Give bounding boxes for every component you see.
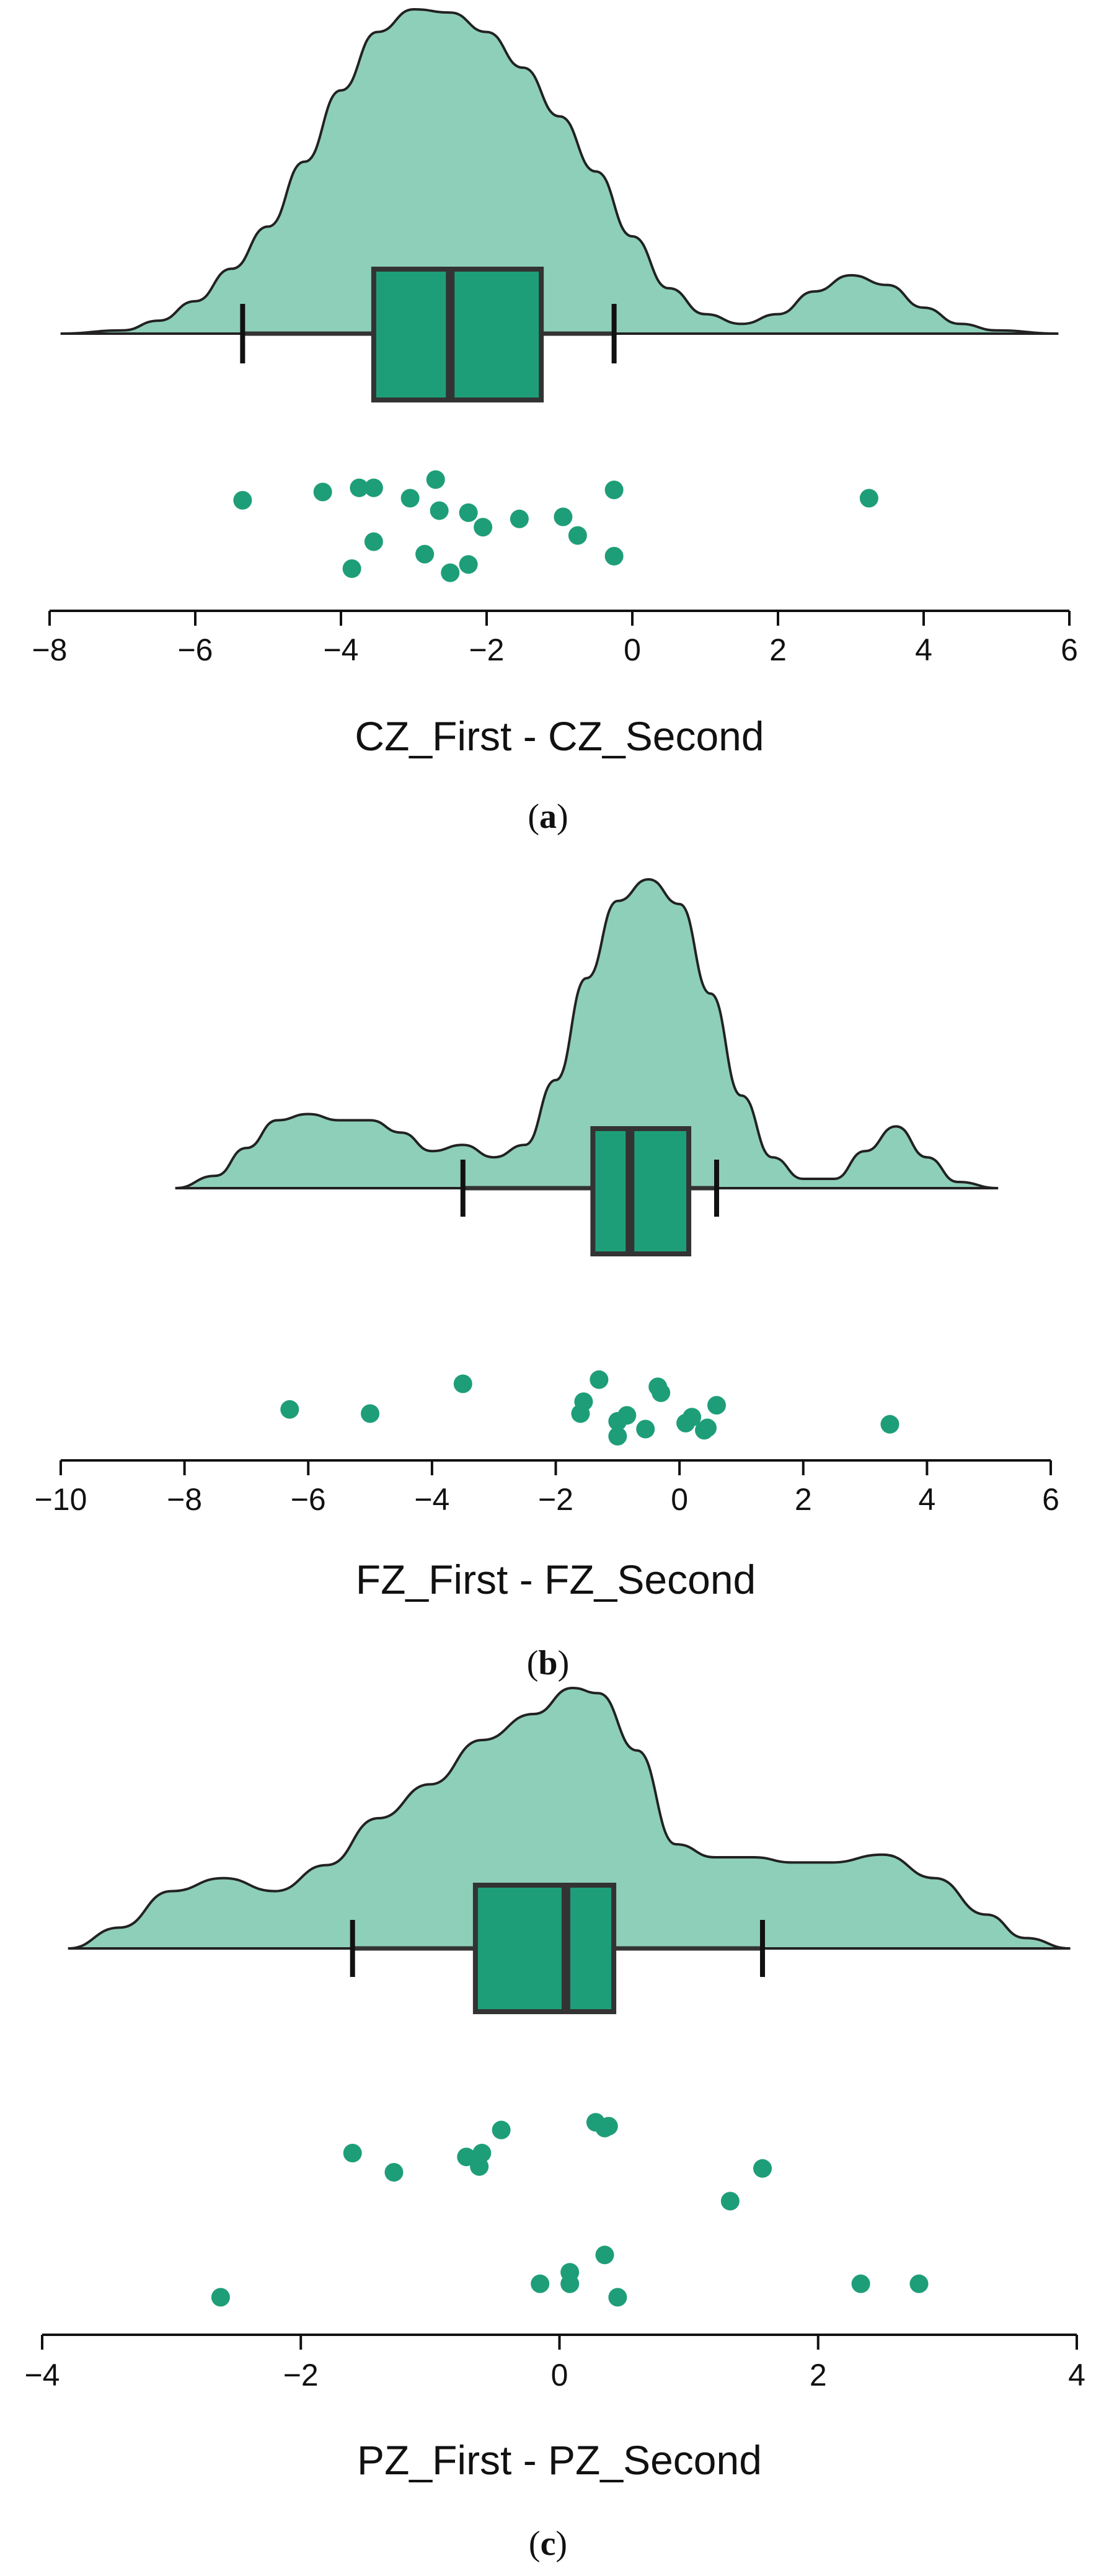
x-tick-label: 2 [795, 1482, 812, 1517]
data-point [492, 2120, 511, 2139]
x-tick-label: −2 [538, 1482, 573, 1517]
x-tick-label: −10 [35, 1482, 87, 1517]
data-point [571, 1404, 590, 1423]
data-point [364, 532, 383, 551]
x-tick-label: −4 [323, 633, 358, 667]
x-axis-title: FZ_First - FZ_Second [356, 1557, 756, 1602]
data-point [531, 2274, 550, 2293]
data-point [608, 2288, 627, 2307]
panel-caption-letter: c [541, 2525, 556, 2563]
box-iqr [590, 1126, 692, 1256]
x-axis-title: CZ_First - CZ_Second [355, 713, 764, 759]
panel-caption-letter: a [539, 797, 557, 836]
data-point [426, 470, 445, 489]
data-point [636, 1419, 655, 1439]
x-tick-label: 4 [918, 1482, 935, 1517]
data-point [350, 478, 369, 497]
data-point [707, 1396, 727, 1415]
x-tick-label: −6 [291, 1482, 326, 1517]
x-tick-label: −4 [414, 1482, 449, 1517]
density-curve [68, 1686, 1071, 1950]
data-point [280, 1400, 299, 1419]
x-tick-label: 2 [769, 633, 787, 667]
x-tick-label: −6 [177, 633, 213, 667]
data-point [361, 1404, 380, 1423]
data-point [604, 546, 624, 566]
data-point [859, 489, 878, 508]
data-point [695, 1421, 714, 1440]
data-point [851, 2274, 870, 2293]
data-point [753, 2159, 772, 2178]
x-tick-label: 0 [671, 1482, 688, 1517]
data-point [233, 491, 252, 510]
data-point [453, 1374, 472, 1393]
data-point [364, 478, 383, 497]
data-point [608, 1427, 627, 1446]
data-point [457, 2147, 476, 2167]
panel-caption: (a) [528, 797, 568, 836]
x-tick-label: −8 [32, 633, 67, 667]
data-point [590, 1370, 609, 1389]
data-point [676, 1413, 696, 1432]
data-point [880, 1415, 899, 1434]
data-point [415, 544, 435, 564]
box-iqr [472, 1883, 617, 2014]
data-point [343, 2144, 362, 2162]
x-tick-label: 0 [624, 633, 641, 667]
data-point [384, 2163, 404, 2182]
data-point [459, 503, 478, 522]
data-point [313, 482, 332, 502]
panel-caption-letter: b [538, 1644, 557, 1682]
data-point [595, 2245, 614, 2265]
data-point [608, 1412, 627, 1431]
panel-caption: (c) [529, 2525, 567, 2563]
density-curve [60, 7, 1059, 335]
data-point [430, 501, 449, 520]
x-tick-label: −2 [469, 633, 504, 667]
data-point [472, 2144, 492, 2162]
data-point [652, 1383, 671, 1402]
x-tick-label: −4 [24, 2358, 60, 2392]
data-point [720, 2192, 740, 2211]
data-point [560, 2274, 580, 2293]
x-tick-label: 4 [915, 633, 932, 667]
data-point [459, 555, 478, 574]
data-point [599, 2116, 618, 2136]
x-tick-label: 2 [810, 2358, 827, 2392]
panel-c: −4 −2 0 2 4 PZ_First - PZ_Second (c) [24, 1686, 1085, 2563]
panel-caption: (b) [527, 1644, 569, 1682]
x-tick-label: 6 [1042, 1482, 1059, 1517]
panel-a: −8 −6 −4 −2 0 2 4 6 CZ_First - CZ_Second (a) [32, 7, 1078, 836]
data-point [554, 507, 573, 526]
data-point [474, 518, 493, 537]
x-tick-label: −2 [283, 2358, 319, 2392]
data-point [568, 526, 587, 545]
data-point [604, 481, 624, 500]
x-axis-title: PZ_First - PZ_Second [357, 2437, 762, 2483]
data-point [400, 489, 420, 508]
panel-b: −10 −8 −6 −4 −2 0 2 4 6 FZ_First - FZ_Second (b) [35, 877, 1059, 1682]
data-point [211, 2288, 230, 2307]
box-iqr [371, 267, 544, 402]
x-tick-label: −8 [167, 1482, 202, 1517]
density-curve [175, 877, 999, 1189]
data-point [909, 2274, 929, 2293]
data-point [342, 559, 361, 578]
data-point [510, 509, 529, 528]
x-tick-label: 4 [1068, 2358, 1085, 2392]
x-tick-label: 6 [1061, 633, 1078, 667]
data-point [441, 563, 460, 582]
x-tick-label: 0 [551, 2358, 568, 2392]
